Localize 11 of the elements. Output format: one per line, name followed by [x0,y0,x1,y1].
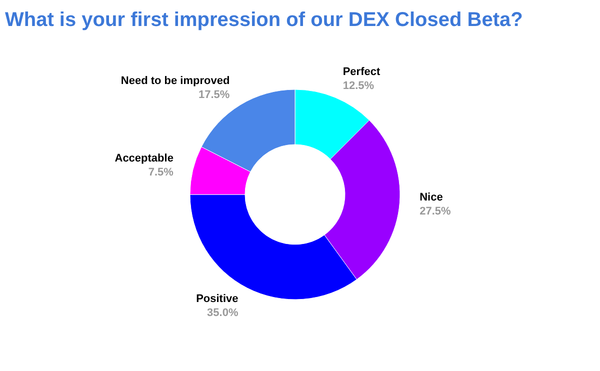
data-label: 12.5% [342,80,374,92]
slice-label: Positive [196,292,238,305]
data-label: 27.5% [420,205,452,218]
slice-label: Need to be improved [120,74,230,87]
chart-title: What is your first impression of our DEX Closed Beta? [5,9,523,31]
slice-label: Perfect [342,66,380,78]
slice-label: Acceptable [114,152,174,164]
slice-label: Nice [420,191,443,204]
data-label: 35.0% [207,306,238,319]
data-label: 17.5% [198,88,230,101]
data-label: 7.5% [148,166,174,178]
